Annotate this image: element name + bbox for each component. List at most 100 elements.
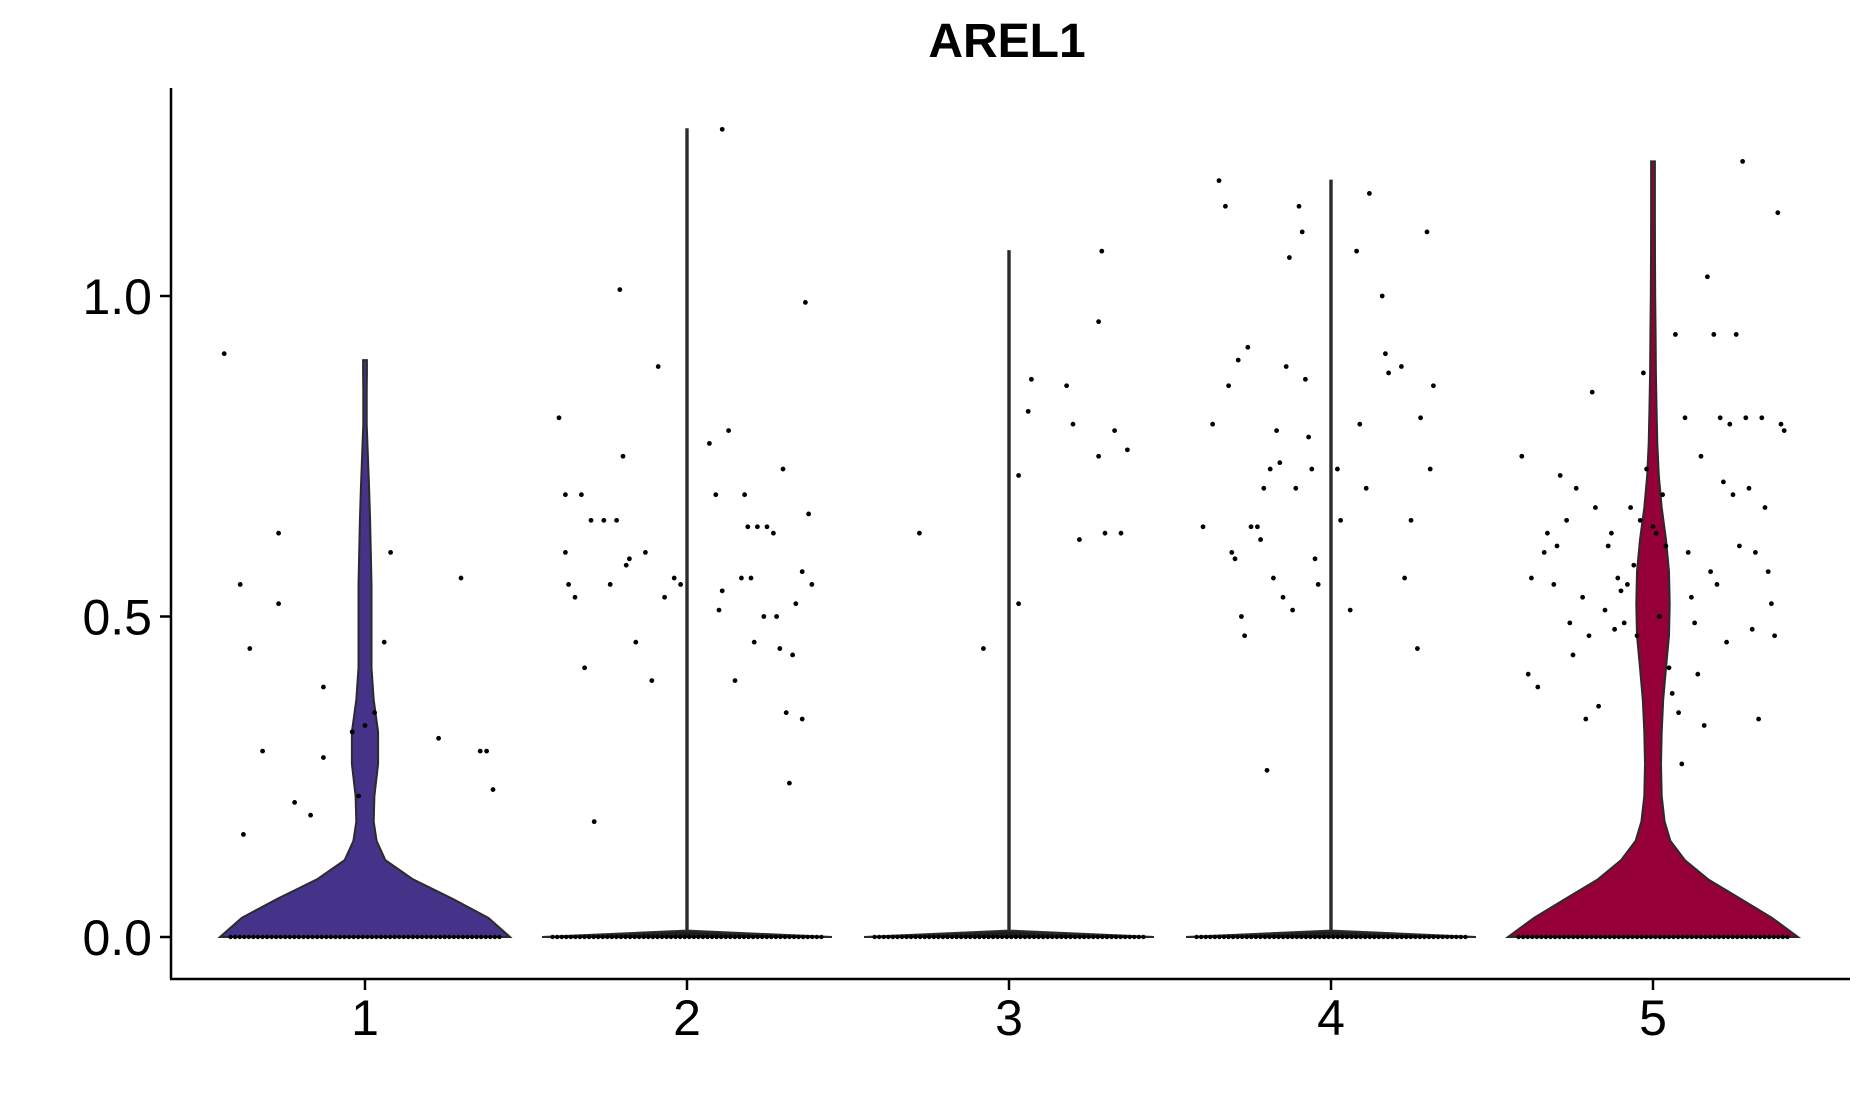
data-point — [1077, 537, 1082, 542]
zero-point — [1543, 934, 1549, 940]
data-point — [1721, 479, 1726, 485]
zero-point — [664, 934, 669, 940]
zero-point — [650, 934, 656, 940]
zero-point — [741, 934, 747, 940]
data-point — [1554, 543, 1560, 549]
data-point — [1583, 716, 1589, 722]
zero-point — [1113, 934, 1119, 940]
zero-point — [750, 934, 756, 940]
zero-point — [773, 934, 779, 940]
zero-point — [369, 934, 375, 940]
zero-point — [474, 934, 479, 940]
zero-point — [447, 934, 452, 940]
zero-point — [1253, 934, 1259, 940]
zero-point — [1561, 934, 1567, 940]
data-point — [1714, 582, 1720, 587]
zero-point — [600, 934, 605, 940]
data-point — [1778, 421, 1784, 427]
data-point — [477, 748, 483, 754]
zero-point — [968, 934, 973, 940]
zero-point — [913, 934, 918, 940]
zero-point — [1045, 934, 1050, 940]
zero-point — [1004, 934, 1009, 940]
data-point — [1386, 370, 1391, 376]
data-point — [643, 550, 648, 555]
data-point — [1637, 517, 1643, 523]
y-tick-label: 1.0 — [82, 269, 152, 325]
zero-point — [251, 934, 256, 940]
data-point — [620, 453, 626, 459]
data-point — [799, 569, 805, 575]
violin-3 — [863, 250, 1155, 938]
zero-point — [419, 934, 425, 940]
zero-point — [755, 934, 760, 940]
data-point — [1657, 614, 1662, 619]
zero-point — [1530, 934, 1535, 940]
zero-point — [1616, 934, 1622, 940]
zero-point — [700, 934, 706, 940]
zero-point — [908, 934, 914, 940]
zero-point — [728, 934, 733, 940]
zero-point — [337, 934, 343, 940]
data-point — [1772, 633, 1777, 639]
zero-point — [1335, 934, 1341, 940]
data-point — [748, 575, 754, 581]
data-point — [1519, 453, 1525, 459]
data-point — [713, 492, 719, 498]
data-point — [1551, 582, 1557, 587]
data-point — [1264, 767, 1270, 773]
data-point — [1354, 248, 1359, 254]
data-point — [790, 652, 795, 658]
zero-point — [333, 934, 338, 940]
zero-point — [406, 934, 411, 940]
data-point — [787, 780, 792, 786]
data-point — [1753, 550, 1758, 555]
x-tick-label: 4 — [1317, 990, 1345, 1046]
zero-point — [1776, 934, 1781, 940]
zero-point — [278, 934, 283, 940]
zero-point — [949, 934, 955, 940]
data-point — [1711, 332, 1717, 337]
data-point — [1727, 421, 1733, 427]
data-point — [1586, 633, 1592, 639]
zero-point — [1580, 934, 1585, 940]
zero-point — [1602, 934, 1608, 940]
zero-point — [917, 934, 923, 940]
zero-point — [945, 934, 950, 940]
zero-point — [1657, 934, 1663, 940]
zero-point — [1625, 934, 1631, 940]
data-point — [356, 793, 361, 799]
zero-point — [1785, 934, 1790, 940]
data-point — [1242, 633, 1247, 639]
data-point — [1679, 761, 1685, 767]
zero-point — [342, 934, 347, 940]
zero-point — [1766, 934, 1772, 940]
zero-point — [981, 934, 987, 940]
zero-point — [886, 934, 891, 940]
zero-point — [787, 934, 792, 940]
data-point — [1743, 415, 1749, 421]
zero-point — [305, 934, 311, 940]
data-point — [732, 678, 738, 683]
zero-point — [1344, 934, 1350, 940]
zero-point — [1086, 934, 1091, 940]
zero-point — [1018, 934, 1023, 940]
data-point — [1717, 415, 1723, 421]
data-point — [1357, 421, 1363, 427]
zero-point — [931, 934, 937, 940]
zero-point — [1675, 934, 1681, 940]
zero-point — [246, 934, 252, 940]
data-point — [1615, 575, 1621, 581]
data-point — [563, 550, 568, 555]
data-point — [563, 492, 568, 498]
data-point — [1525, 671, 1531, 677]
data-point — [1557, 473, 1563, 478]
data-point — [321, 684, 326, 690]
data-point — [292, 799, 297, 805]
data-point — [662, 594, 667, 600]
zero-point — [383, 934, 388, 940]
zero-point — [872, 934, 877, 940]
zero-point — [1118, 934, 1123, 940]
data-point — [1570, 652, 1576, 658]
data-point — [1660, 492, 1665, 498]
